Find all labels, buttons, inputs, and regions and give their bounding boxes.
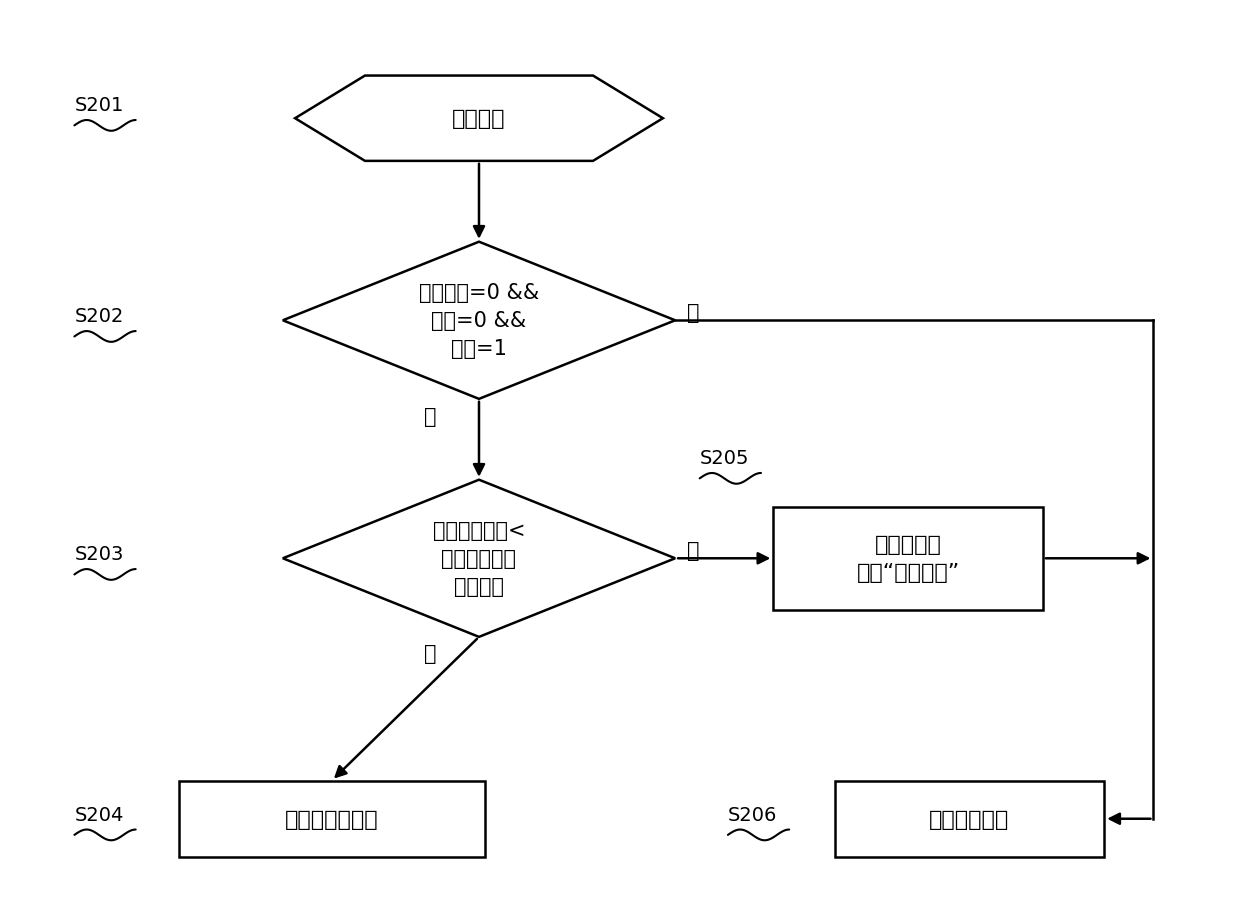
Text: S203: S203	[74, 545, 124, 564]
FancyBboxPatch shape	[774, 507, 1043, 610]
Text: 否: 否	[687, 540, 699, 560]
Polygon shape	[283, 480, 675, 637]
Text: 是: 是	[424, 643, 436, 663]
Text: S206: S206	[728, 804, 777, 824]
Text: S204: S204	[74, 804, 124, 824]
Text: 切换至起动工况: 切换至起动工况	[285, 809, 378, 829]
Text: 停机工况: 停机工况	[453, 109, 506, 129]
Text: 起动失败次数<
起动失败允许
次数阈值: 起动失败次数< 起动失败允许 次数阈值	[433, 521, 526, 597]
Text: 禁止起动，
反馈“起动故障”: 禁止起动， 反馈“起动故障”	[857, 535, 960, 583]
Polygon shape	[283, 242, 675, 399]
Text: 紧急停机=0 &&
停机=0 &&
起动=1: 紧急停机=0 && 停机=0 && 起动=1	[419, 283, 539, 359]
Text: S202: S202	[74, 307, 124, 326]
Polygon shape	[295, 77, 663, 161]
Text: 停机状态保持: 停机状态保持	[929, 809, 1009, 829]
Text: 是: 是	[424, 407, 436, 427]
Text: 否: 否	[687, 302, 699, 322]
FancyBboxPatch shape	[835, 781, 1105, 857]
Text: S201: S201	[74, 97, 124, 115]
Text: S205: S205	[699, 449, 749, 467]
FancyBboxPatch shape	[179, 781, 485, 857]
